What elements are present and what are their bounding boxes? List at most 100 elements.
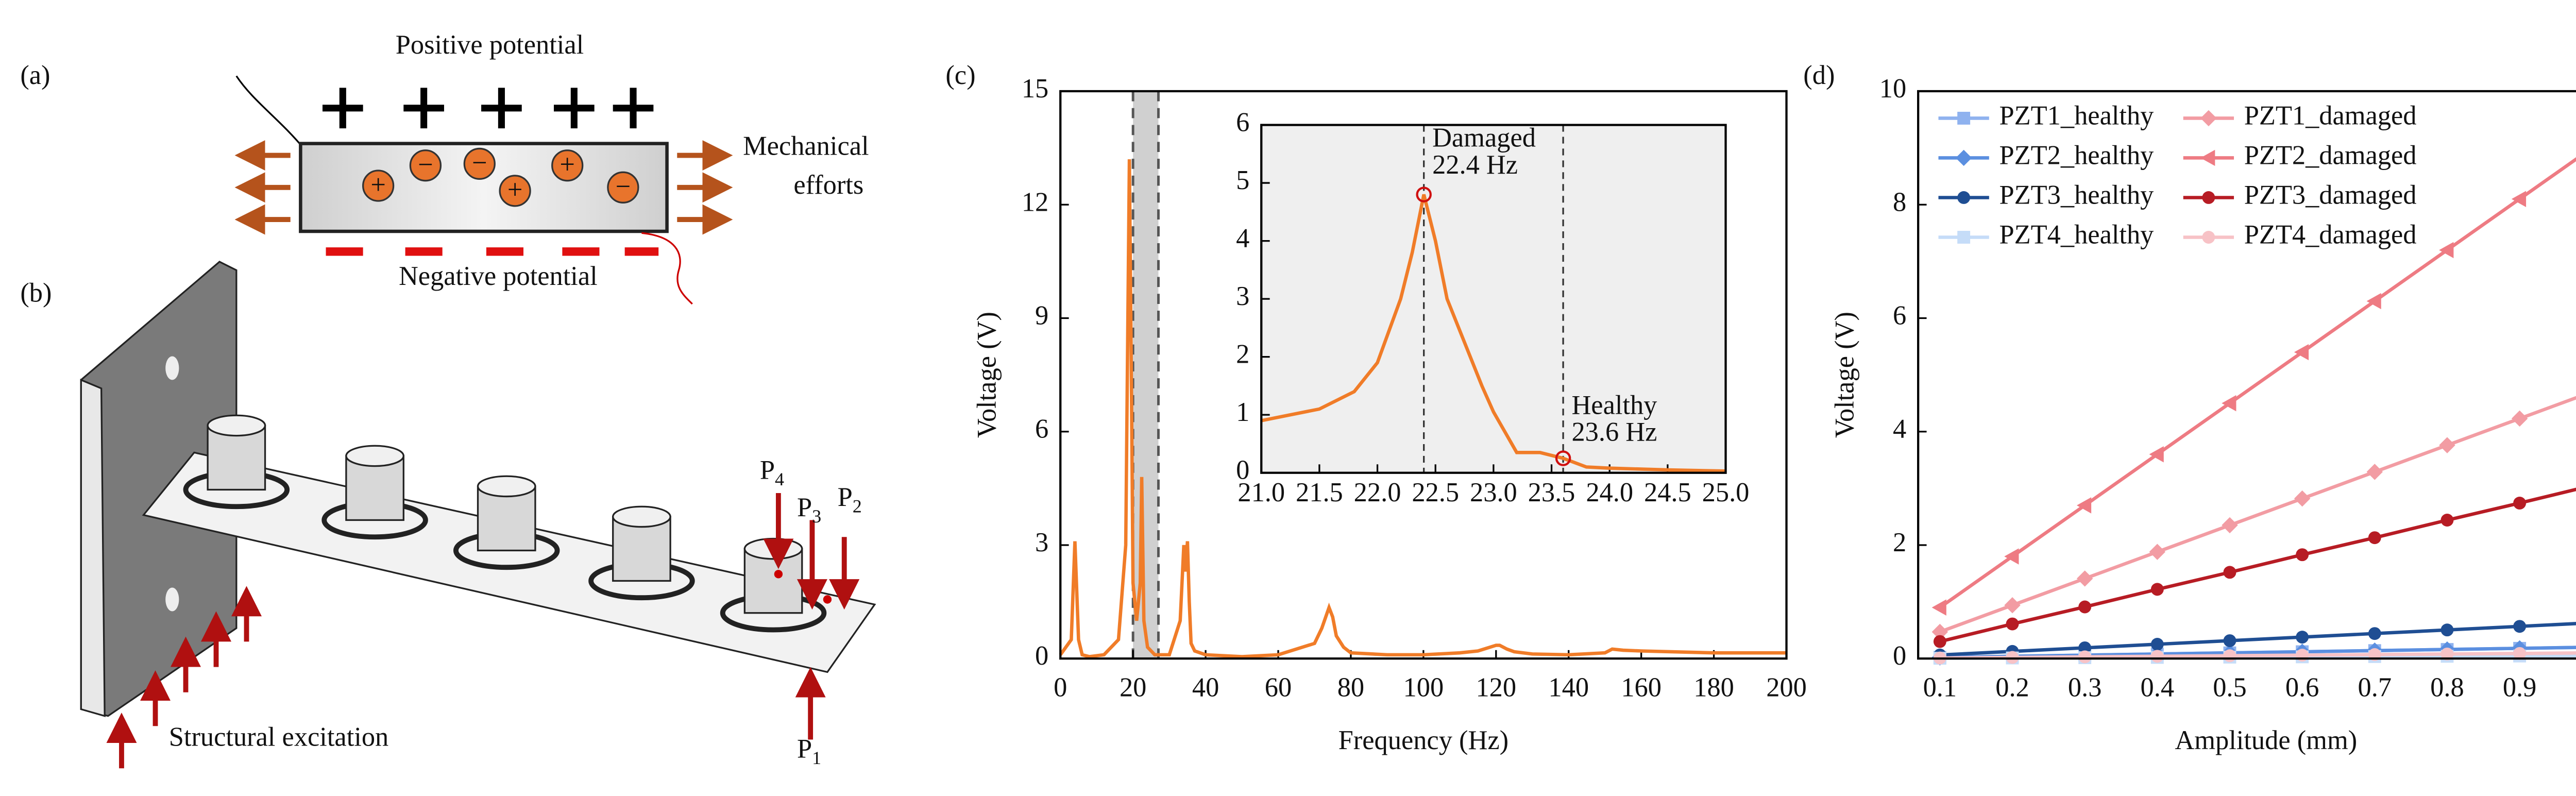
x-tick-label: 140 xyxy=(1548,673,1589,703)
plot-area xyxy=(1918,91,2576,659)
charge-sign: + xyxy=(370,170,386,200)
legend-label: PZT4_healthy xyxy=(1999,220,2154,250)
y-axis-title: Voltage (V) xyxy=(972,312,1002,438)
charge xyxy=(362,170,395,202)
x-tick-label: 0.3 xyxy=(2068,673,2102,703)
legend-marker xyxy=(2202,191,2215,204)
charge-sign: − xyxy=(616,172,631,201)
x-tick-label: 200 xyxy=(1766,673,1807,703)
charge xyxy=(463,147,496,180)
point-sub: 2 xyxy=(853,496,862,517)
x-tick-label: 0 xyxy=(1054,673,1067,703)
marker xyxy=(2513,647,2527,660)
y-tick-label: 12 xyxy=(1022,187,1048,217)
point-label: P2 xyxy=(838,482,862,517)
negative-label: Negative potential xyxy=(399,261,598,291)
y-tick-label: 0 xyxy=(1035,641,1048,671)
x-tick-label: 0.5 xyxy=(2213,673,2247,703)
charge xyxy=(499,175,531,207)
y-tick-label: 8 xyxy=(1893,187,1906,217)
point-main: P xyxy=(797,493,812,522)
marker xyxy=(2149,446,2164,463)
x-tick-label: 80 xyxy=(1337,673,1364,703)
mechanical-label: Mechanical xyxy=(743,131,869,161)
wall-edge xyxy=(80,378,106,717)
charge xyxy=(607,171,639,204)
marker xyxy=(2294,490,2311,507)
marker xyxy=(2368,627,2381,640)
marker xyxy=(2149,544,2166,560)
series-line xyxy=(1939,157,2576,609)
series-line xyxy=(1059,159,1787,658)
y-tick-label: 10 xyxy=(1879,74,1906,104)
x-tick-label: 21.5 xyxy=(1296,478,1343,507)
marker xyxy=(2078,641,2092,654)
x-tick-label: 0.9 xyxy=(2503,673,2537,703)
point-label: P4 xyxy=(760,455,784,490)
highlight xyxy=(1133,91,1159,659)
legend-marker xyxy=(1957,191,1971,204)
cylinder-top xyxy=(207,414,266,437)
marker xyxy=(2366,464,2383,480)
excitation-arrows xyxy=(106,493,860,769)
point-label: P1 xyxy=(797,734,821,768)
point-main: P xyxy=(838,482,853,512)
y-tick-label: 4 xyxy=(1893,414,1906,444)
y-tick-label: 3 xyxy=(1236,281,1249,311)
series-line xyxy=(1939,396,2576,634)
excitation-label: Structural excitation xyxy=(169,722,389,752)
x-tick-label: 0.1 xyxy=(1923,673,1957,703)
marker xyxy=(2150,638,2164,651)
marker xyxy=(2368,531,2381,545)
marker xyxy=(2076,570,2093,587)
x-axis-title: Frequency (Hz) xyxy=(1338,725,1509,755)
marker xyxy=(2078,650,2092,664)
x-tick-label: 22.5 xyxy=(1412,478,1459,507)
panel-label: (b) xyxy=(20,278,52,308)
plus-signs xyxy=(322,88,654,129)
y-axis-title: Voltage (V) xyxy=(1830,312,1860,438)
point xyxy=(774,570,783,579)
annotation: Healthy xyxy=(1571,390,1657,420)
marker xyxy=(1933,635,1946,648)
mechanical-label: efforts xyxy=(793,170,863,200)
point-sub: 4 xyxy=(775,469,784,489)
marker xyxy=(2511,410,2528,427)
beam xyxy=(142,451,876,673)
legend-marker xyxy=(1957,111,1971,125)
annotation: 23.6 Hz xyxy=(1571,417,1657,447)
x-tick-label: 120 xyxy=(1476,673,1516,703)
marker xyxy=(2296,631,2309,644)
marker xyxy=(2296,548,2309,562)
charts: 0 20 40 60 80 100 120 140 160 180 20003691215Frequ… xyxy=(945,60,2576,755)
charge-sign: + xyxy=(507,175,523,205)
marker xyxy=(2150,650,2164,663)
marker xyxy=(2150,583,2164,596)
y-tick-label: 4 xyxy=(1236,224,1249,253)
hole xyxy=(165,356,179,380)
marker xyxy=(2006,617,2019,631)
x-tick-label: 0.6 xyxy=(2285,673,2319,703)
marker xyxy=(2222,395,2236,412)
series-line xyxy=(1261,194,1726,473)
y-tick-label: 0 xyxy=(1893,641,1906,671)
y-tick-label: 15 xyxy=(1022,74,1048,104)
x-tick-label: 21.0 xyxy=(1238,478,1285,507)
wire xyxy=(235,75,305,149)
panel-a: (a) Positive potential Mechanical effort… xyxy=(20,30,869,305)
charge xyxy=(409,149,442,182)
point-sub: 1 xyxy=(812,748,821,768)
chart: 0.10.20.30.40.50.60.70.80.910246810Ampli… xyxy=(1803,60,2576,755)
marker xyxy=(2441,647,2454,660)
positive-label: Positive potential xyxy=(396,30,584,60)
x-tick-label: 100 xyxy=(1403,673,1444,703)
marker xyxy=(2441,623,2454,637)
marker xyxy=(2511,191,2527,207)
point-sub: 3 xyxy=(812,506,821,527)
series-line xyxy=(1940,622,2576,657)
y-tick-label: 6 xyxy=(1035,414,1048,444)
y-tick-label: 0 xyxy=(1236,455,1249,485)
x-tick-label: 0.2 xyxy=(1995,673,2029,703)
